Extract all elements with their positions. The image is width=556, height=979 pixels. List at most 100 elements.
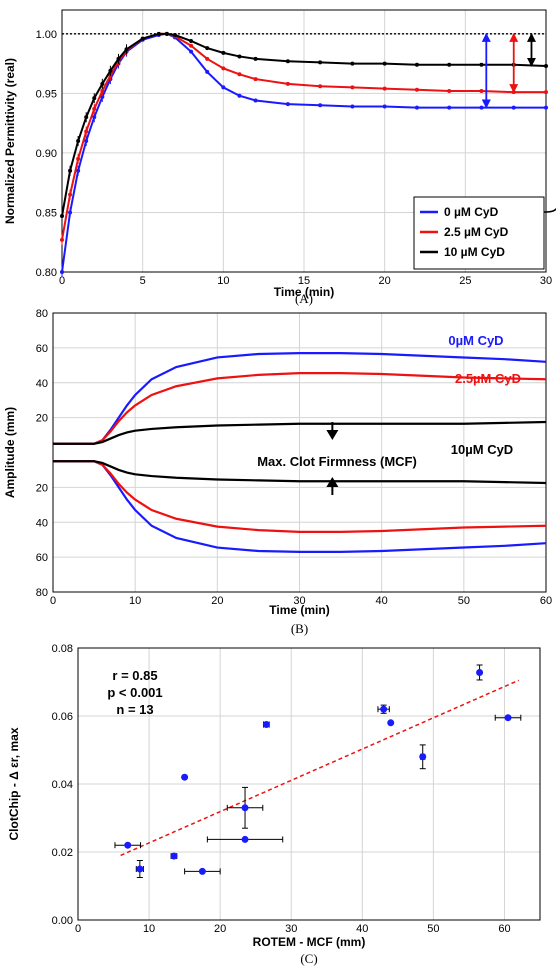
data-point <box>382 61 387 66</box>
y-tick-label: 0.08 <box>52 643 73 655</box>
y-axis-label: Normalized Permittivity (real) <box>3 58 17 224</box>
data-point <box>387 719 395 727</box>
data-point <box>221 85 226 90</box>
data-point <box>479 105 484 110</box>
x-tick-label: 0 <box>59 275 65 287</box>
x-tick-label: 10 <box>143 923 155 935</box>
data-point <box>205 56 210 61</box>
data-point <box>285 81 290 86</box>
panel-caption: (B) <box>291 621 308 636</box>
data-point <box>544 90 548 95</box>
data-point <box>318 84 323 89</box>
data-point <box>189 43 194 48</box>
data-point <box>419 753 427 761</box>
data-point <box>476 668 484 676</box>
x-tick-label: 50 <box>427 923 439 935</box>
y-tick-label: 60 <box>36 343 48 355</box>
data-point <box>380 705 388 713</box>
x-axis-label: Time (min) <box>274 285 334 299</box>
y-tick-label: 0.95 <box>36 88 57 100</box>
mcf-annotation: Max. Clot Firmness (MCF) <box>257 454 417 469</box>
data-point <box>511 105 516 110</box>
y-tick-label: 0.06 <box>52 711 73 723</box>
data-point <box>140 36 145 41</box>
data-point <box>318 60 323 65</box>
mcf-arrowhead-top <box>326 430 339 440</box>
data-point <box>181 773 189 781</box>
data-point <box>350 85 355 90</box>
data-point <box>382 104 387 109</box>
data-point <box>253 98 258 103</box>
x-tick-label: 60 <box>498 923 510 935</box>
x-tick-label: 10 <box>217 275 229 287</box>
data-point <box>237 72 242 77</box>
x-tick-label: 5 <box>140 275 146 287</box>
x-tick-label: 20 <box>214 923 226 935</box>
data-point <box>447 88 452 93</box>
x-tick-label: 20 <box>379 275 391 287</box>
panel-b: 0 10 20 30 40 50 60 20 20 40 40 60 60 80 80 0µM CyD 2.5µ… <box>3 308 552 636</box>
mcf-arrowhead-bottom <box>326 477 339 487</box>
x-tick-label: 30 <box>540 275 552 287</box>
data-point <box>189 38 194 43</box>
panel-caption: (A) <box>295 291 313 306</box>
x-tick-label: 0 <box>50 595 56 607</box>
y-tick-label: 40 <box>36 378 48 390</box>
y-tick-label: 0.00 <box>52 915 73 927</box>
x-tick-label: 30 <box>293 595 305 607</box>
data-point <box>170 852 178 860</box>
y-tick-label: 1.00 <box>36 29 57 41</box>
x-tick-label: 40 <box>376 595 388 607</box>
y-axis-label: ClotChip - Δ εr, max <box>7 727 21 840</box>
y-tick-label: 0.90 <box>36 148 57 160</box>
panel-caption: (C) <box>300 951 317 966</box>
x-tick-label: 10 <box>129 595 141 607</box>
legend-label: 0 µM CyD <box>444 205 499 219</box>
data-point <box>253 77 258 82</box>
data-point <box>198 867 206 875</box>
data-point <box>164 31 169 36</box>
x-tick-label: 30 <box>285 923 297 935</box>
data-point <box>447 105 452 110</box>
plot-frame <box>52 312 547 593</box>
y-tick-label: 0.02 <box>52 847 73 859</box>
data-point <box>382 86 387 91</box>
data-point <box>504 714 512 722</box>
data-point <box>285 59 290 64</box>
y-tick-label: 0.04 <box>52 779 73 791</box>
data-point <box>447 62 452 67</box>
data-point <box>221 50 226 55</box>
x-tick-label: 40 <box>356 923 368 935</box>
data-point <box>136 865 144 873</box>
x-axis-label: Time (min) <box>269 603 329 617</box>
x-tick-label: 50 <box>458 595 470 607</box>
data-point <box>205 46 210 51</box>
x-axis-label: ROTEM - MCF (mm) <box>253 935 366 949</box>
data-point <box>241 835 249 843</box>
y-tick-label: 20 <box>36 482 48 494</box>
legend-label: 2.5 µM CyD <box>444 225 509 239</box>
data-point <box>544 105 548 110</box>
x-tick-label: 20 <box>211 595 223 607</box>
series-upper-trace <box>53 372 547 445</box>
data-point <box>237 93 242 98</box>
plot-frame <box>61 9 547 273</box>
x-tick-label: 25 <box>459 275 471 287</box>
data-point <box>253 56 258 61</box>
series-label: 2.5µM CyD <box>455 371 521 386</box>
y-tick-label: 20 <box>36 413 48 425</box>
data-point <box>124 841 132 849</box>
panel-a: 0510152025300.800.850.900.951.00Δεr,max0… <box>3 9 556 306</box>
stat-text: n = 13 <box>116 702 153 717</box>
data-point <box>205 69 210 74</box>
data-point <box>414 105 419 110</box>
data-point <box>172 33 177 38</box>
y-tick-label: 80 <box>36 587 48 599</box>
legend-label: 10 µM CyD <box>444 245 505 259</box>
series-label: 0µM CyD <box>448 333 503 348</box>
plot-frame <box>77 647 541 921</box>
data-point <box>262 721 270 728</box>
data-point <box>350 104 355 109</box>
data-point <box>221 66 226 71</box>
